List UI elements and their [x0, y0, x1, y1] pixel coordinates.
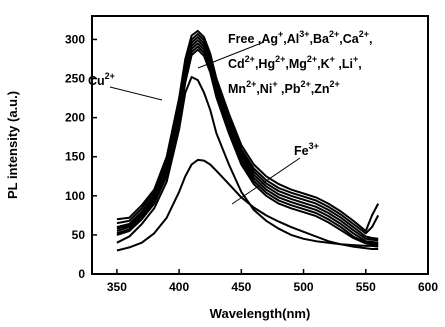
leader-cu — [109, 86, 163, 101]
annotation-ion-list: Free ,Ag+,Al3+,Ba2+,Ca2+, Cd2+,Hg2+,Mg2+,… — [228, 29, 372, 96]
series-line-6 — [116, 45, 379, 246]
y-tick-label: 250 — [65, 72, 85, 86]
y-tick-label: 0 — [78, 267, 85, 281]
x-tick-label: 350 — [107, 280, 127, 294]
x-tick-label: 450 — [231, 280, 251, 294]
y-tick-label: 200 — [65, 111, 85, 125]
annotation-fe: Fe3+ — [294, 141, 319, 158]
leader-fe — [231, 157, 301, 205]
series-line-7 — [116, 48, 379, 247]
y-tick-label: 100 — [65, 189, 85, 203]
x-axis-title: Wavelength(nm) — [210, 306, 311, 321]
series-layer — [116, 29, 380, 252]
x-tick-label: 550 — [356, 280, 376, 294]
series-line-9 — [116, 158, 379, 252]
plot-frame — [91, 15, 429, 275]
y-axis-title: PL intensity (a.u.) — [5, 91, 20, 199]
x-tick-label: 400 — [169, 280, 189, 294]
leader-free-group — [197, 41, 265, 69]
x-axis: 350 400 450 500 550 600 — [107, 269, 438, 294]
y-tick-label: 300 — [65, 32, 85, 46]
x-tick-label: 500 — [294, 280, 314, 294]
x-tick-label: 600 — [418, 280, 438, 294]
y-axis: 0 50 100 150 200 250 300 — [65, 32, 97, 281]
annotation-cu: Cu2+ — [88, 71, 115, 88]
y-tick-label: 150 — [65, 150, 85, 164]
y-tick-label: 50 — [72, 228, 86, 242]
